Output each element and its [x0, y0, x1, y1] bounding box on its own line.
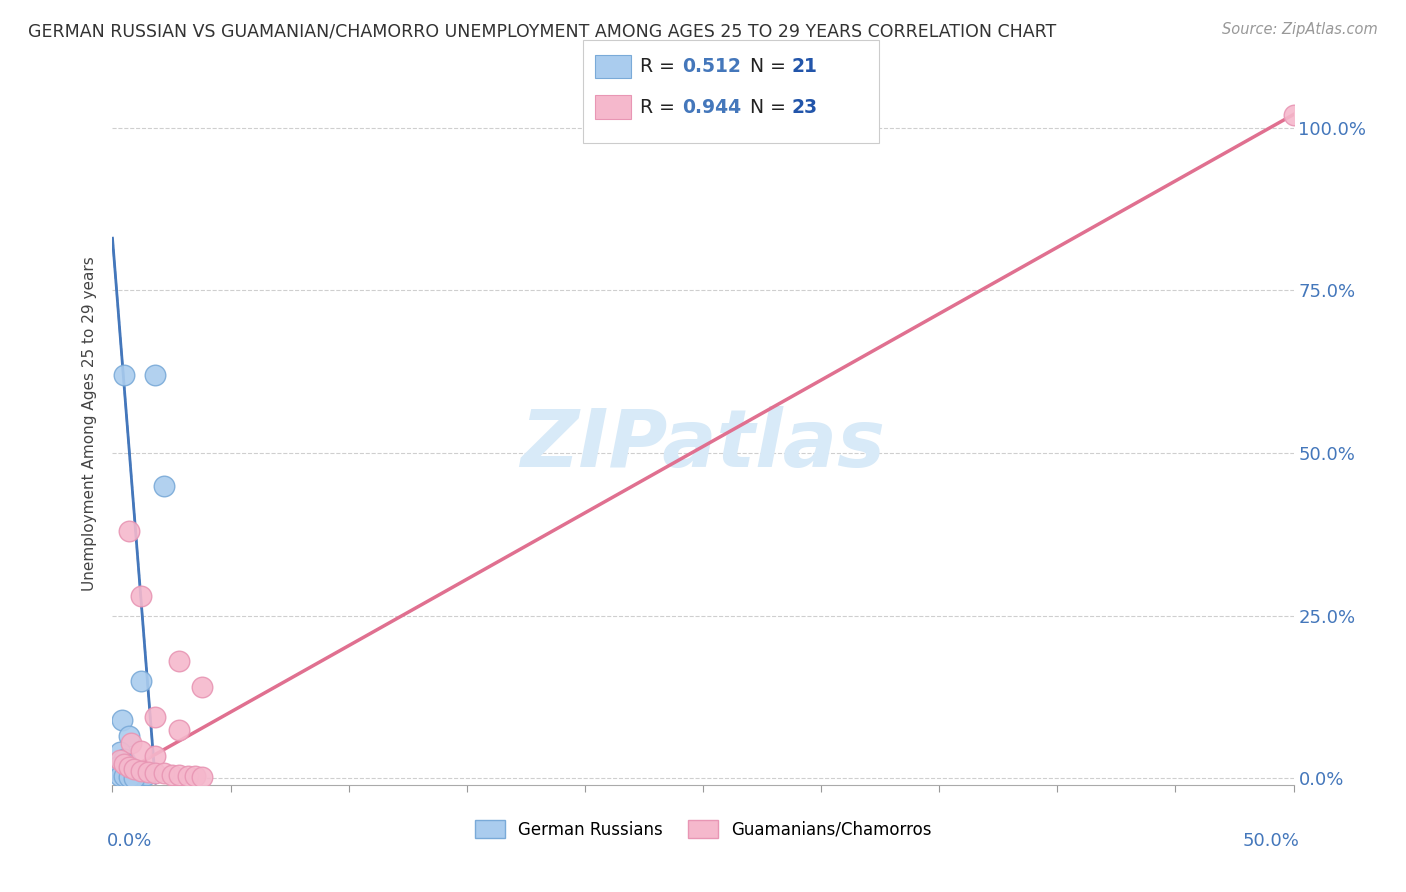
Point [191, 681, 214, 695]
Point [120, 766, 142, 780]
Point [118, 760, 141, 774]
Point [191, 770, 214, 784]
Text: 0.944: 0.944 [682, 97, 741, 117]
Point [118, 729, 141, 743]
Point [184, 770, 207, 784]
Point [111, 762, 134, 776]
Point [111, 713, 134, 727]
Text: N =: N = [738, 97, 792, 117]
Text: 23: 23 [792, 97, 818, 117]
Text: 50.0%: 50.0% [1243, 832, 1299, 850]
Text: 0.0%: 0.0% [107, 832, 152, 850]
Point [105, 760, 128, 774]
Text: R =: R = [640, 97, 681, 117]
Y-axis label: Unemployment Among Ages 25 to 29 years: Unemployment Among Ages 25 to 29 years [82, 256, 97, 591]
Point [115, 764, 138, 778]
Point [135, 768, 157, 782]
Text: R =: R = [640, 57, 681, 77]
Point [122, 771, 145, 785]
Legend: German Russians, Guamanians/Chamorros: German Russians, Guamanians/Chamorros [468, 814, 938, 846]
Point [167, 723, 190, 737]
Point [115, 757, 138, 772]
Point [108, 746, 131, 760]
Text: 21: 21 [792, 57, 817, 77]
Point [112, 368, 135, 382]
Point [120, 736, 142, 750]
Point [143, 709, 166, 723]
Point [122, 762, 145, 776]
Point [143, 368, 166, 382]
Point [129, 589, 152, 603]
Point [160, 767, 183, 781]
Point [129, 764, 152, 778]
Point [118, 770, 141, 784]
Text: GERMAN RUSSIAN VS GUAMANIAN/CHAMORRO UNEMPLOYMENT AMONG AGES 25 TO 29 YEARS CORR: GERMAN RUSSIAN VS GUAMANIAN/CHAMORRO UNE… [28, 22, 1056, 40]
Point [143, 748, 166, 763]
Point [167, 768, 190, 782]
Point [112, 757, 135, 772]
Point [125, 767, 148, 781]
Point [108, 769, 131, 783]
Point [112, 752, 135, 766]
Point [112, 770, 135, 784]
Point [167, 654, 190, 668]
Point [177, 769, 200, 783]
Point [118, 524, 141, 538]
Text: 0.512: 0.512 [682, 57, 741, 77]
Point [129, 744, 152, 758]
Text: ZIPatlas: ZIPatlas [520, 407, 886, 484]
Point [153, 478, 176, 492]
Text: N =: N = [738, 57, 792, 77]
Point [136, 764, 159, 779]
Point [108, 764, 131, 779]
Point [1282, 107, 1305, 121]
Point [153, 766, 176, 780]
Text: Source: ZipAtlas.com: Source: ZipAtlas.com [1222, 22, 1378, 37]
Point [143, 765, 166, 780]
Point [108, 753, 131, 767]
Point [129, 767, 152, 781]
Point [129, 673, 152, 688]
